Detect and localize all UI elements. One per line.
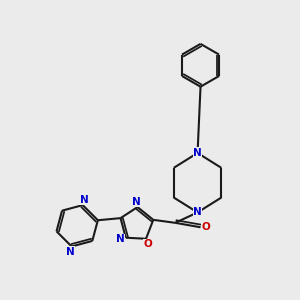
Text: N: N	[132, 197, 140, 207]
Text: N: N	[193, 148, 202, 158]
Text: N: N	[66, 247, 74, 257]
Text: N: N	[193, 207, 202, 218]
Text: O: O	[202, 222, 210, 232]
Text: N: N	[116, 234, 125, 244]
Text: O: O	[143, 239, 152, 249]
Text: N: N	[80, 195, 88, 205]
